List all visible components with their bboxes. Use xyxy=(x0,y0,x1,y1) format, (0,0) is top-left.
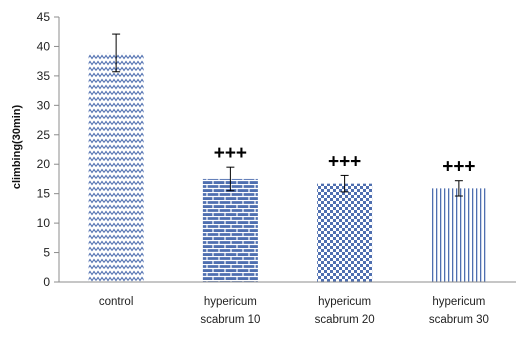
y-tick-label: 15 xyxy=(37,187,51,201)
bar xyxy=(88,52,144,282)
bar xyxy=(202,178,258,282)
x-category-label-line: control xyxy=(99,296,134,308)
x-category-label-line: scabrum 30 xyxy=(429,314,489,326)
y-axis-title: climbing(30min) xyxy=(11,104,23,189)
error-bar xyxy=(226,166,235,192)
x-category-label: hypericum scabrum 20 xyxy=(315,296,375,326)
y-tick-label: 5 xyxy=(43,246,50,260)
x-category-label-line: hypericum xyxy=(204,296,257,308)
y-tick-label: 10 xyxy=(37,216,51,230)
error-bars xyxy=(112,33,463,197)
y-tick-label: 35 xyxy=(37,69,51,83)
significance-label: +++ xyxy=(442,157,475,178)
error-bar xyxy=(340,174,349,193)
y-tick-label: 30 xyxy=(37,98,51,112)
x-category-label: control xyxy=(99,296,134,308)
bars xyxy=(88,52,487,282)
x-category-label: hypericum scabrum 10 xyxy=(200,296,260,326)
x-category-label: hypericum scabrum 30 xyxy=(429,296,489,326)
x-category-label-line: hypericum xyxy=(318,296,371,308)
x-axis-labels: control hypericum scabrum 10 hypericum scabr… xyxy=(99,296,489,326)
y-axis-ticks: 0 5 10 15 20 25 30 35 40 45 xyxy=(37,10,59,289)
axes xyxy=(58,17,516,283)
error-bar xyxy=(454,180,463,197)
bar xyxy=(431,188,487,282)
x-category-label-line: scabrum 10 xyxy=(200,314,260,326)
x-category-label-line: hypericum xyxy=(432,296,485,308)
error-bar xyxy=(112,33,121,73)
y-tick-label: 20 xyxy=(37,157,51,171)
x-category-label-line: scabrum 20 xyxy=(315,314,375,326)
significance-label: +++ xyxy=(328,151,361,172)
y-tick-label: 0 xyxy=(43,275,50,289)
significance-markers: +++ +++ +++ xyxy=(214,143,476,178)
y-tick-label: 25 xyxy=(37,128,51,142)
significance-label: +++ xyxy=(214,143,247,164)
y-tick-label: 45 xyxy=(37,10,51,24)
y-tick-label: 40 xyxy=(37,39,51,53)
bar xyxy=(317,183,373,282)
